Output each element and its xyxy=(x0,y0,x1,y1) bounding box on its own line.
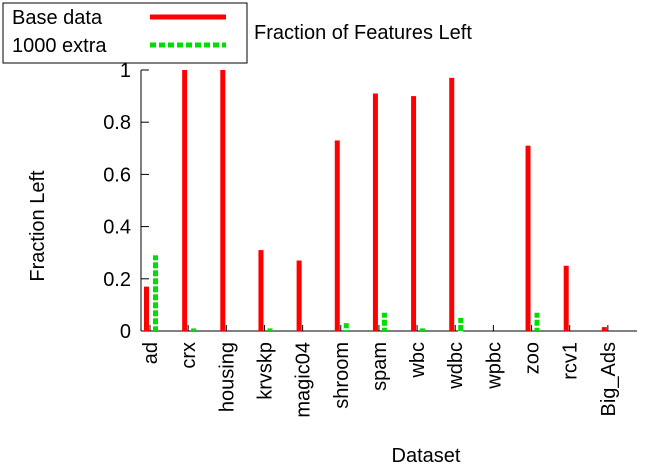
bar-base-data-wdbc xyxy=(449,77,455,331)
bar-dash-gap xyxy=(534,317,540,320)
bar-dash-gap xyxy=(343,328,349,331)
y-tick-label: 1 xyxy=(120,60,131,82)
bar-1000-extra-spam xyxy=(381,312,387,331)
bar-dash-gap xyxy=(153,284,158,287)
x-axis-label: Dataset xyxy=(392,445,461,467)
bar-base-data-ad xyxy=(144,286,149,331)
y-tick-label: 0 xyxy=(120,321,131,343)
x-tick-label-big-ads: Big_Ads xyxy=(598,342,620,417)
y-tick-label: 0.4 xyxy=(103,217,131,239)
x-tick-label-wbc: wbc xyxy=(407,342,429,379)
bar-dash-gap xyxy=(153,300,158,303)
bar-base-data-crx xyxy=(182,70,188,331)
bar-base-data-magic04 xyxy=(296,260,302,331)
bar-1000-extra-krvskp xyxy=(267,328,273,331)
bar-dash-gap xyxy=(381,325,387,328)
bar-1000-extra-crx xyxy=(191,328,197,331)
x-tick-label-rcv1: rcv1 xyxy=(560,342,582,380)
bar-dash-gap xyxy=(458,330,464,333)
bar-dash-gap xyxy=(153,268,158,271)
chart-title: Fraction of Features Left xyxy=(254,22,472,44)
bar-1000-extra-wbc xyxy=(420,328,426,331)
bar-base-data-shroom xyxy=(334,140,340,331)
bar-1000-extra-shroom xyxy=(343,323,349,331)
bar-base-data-krvskp xyxy=(258,250,264,331)
legend-box xyxy=(2,2,248,64)
x-tick-label-krvskp: krvskp xyxy=(254,342,276,400)
bar-base-data-housing xyxy=(220,70,226,331)
bar-dash-gap xyxy=(381,317,387,320)
y-tick-label: 0.6 xyxy=(103,164,131,186)
bar-dash-gap xyxy=(458,322,464,325)
legend: Base data 1000 extra xyxy=(2,2,248,64)
bar-dash-gap xyxy=(153,260,158,263)
bar-base-data-wbc xyxy=(411,96,417,331)
x-tick-label-wdbc: wdbc xyxy=(445,342,467,390)
legend-label-base-data: Base data xyxy=(12,7,103,29)
bar-dash-gap xyxy=(534,325,540,328)
bar-dash-gap xyxy=(153,292,158,295)
x-tick-label-zoo: zoo xyxy=(522,342,544,374)
x-tick-label-shroom: shroom xyxy=(331,342,353,409)
y-tick-label: 0.2 xyxy=(103,269,131,291)
y-axis-label: Fraction Left xyxy=(27,170,49,282)
x-tick-label-ad: ad xyxy=(140,342,162,364)
bar-dash-gap xyxy=(153,276,158,279)
bar-base-data-spam xyxy=(372,93,378,332)
bar-dash-gap xyxy=(153,308,158,311)
bar-base-data-big-ads xyxy=(601,327,607,331)
bar-base-data-zoo xyxy=(525,145,531,331)
y-tick-label: 0.8 xyxy=(103,112,131,134)
x-tick-label-wpbc: wpbc xyxy=(483,342,505,390)
x-tick-label-magic04: magic04 xyxy=(293,342,315,418)
x-tick-label-spam: spam xyxy=(369,342,391,391)
bar-dash-gap xyxy=(153,324,158,327)
legend-label-1000-extra: 1000 extra xyxy=(12,35,107,57)
bar-1000-extra-zoo xyxy=(534,312,540,331)
x-tick-label-housing: housing xyxy=(216,342,238,412)
x-tick-label-crx: crx xyxy=(178,342,200,369)
bar-base-data-rcv1 xyxy=(563,265,569,331)
bar-dash-gap xyxy=(153,316,158,319)
